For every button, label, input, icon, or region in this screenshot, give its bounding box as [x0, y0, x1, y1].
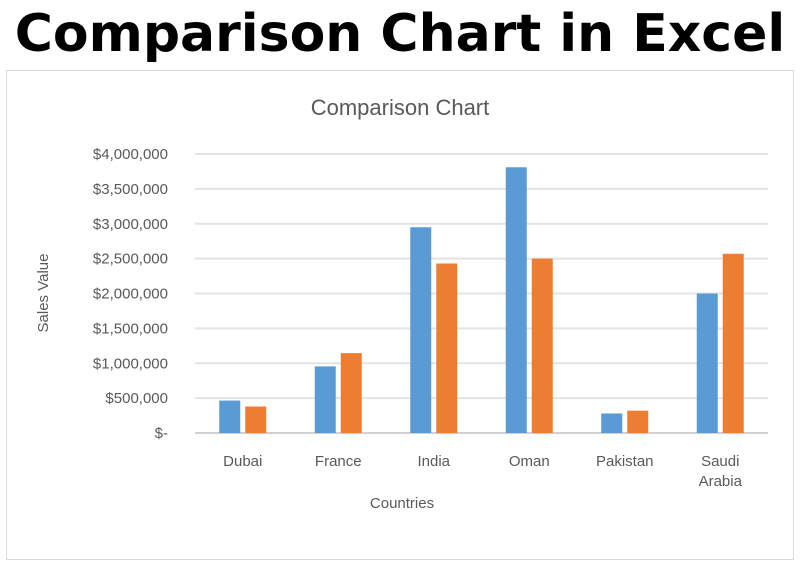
- x-tick-label: Dubai: [223, 453, 262, 470]
- bar-india-series-2: [436, 263, 458, 433]
- y-tick-label: $3,000,000: [93, 216, 168, 233]
- y-tick-label: $-: [155, 425, 168, 442]
- y-tick-label: $500,000: [105, 390, 168, 407]
- y-tick-label: $1,500,000: [93, 320, 168, 337]
- x-tick-label: Saudi Arabia: [699, 453, 743, 490]
- x-tick-label: India: [417, 453, 450, 470]
- page-heading: Comparison Chart in Excel: [14, 4, 786, 64]
- bar-dubai-series-2: [245, 406, 267, 433]
- y-tick-label: $4,000,000: [93, 146, 168, 163]
- x-tick-label: Oman: [509, 453, 550, 470]
- bar-oman-series-2: [531, 258, 553, 433]
- bar-pakistan-series-2: [627, 410, 649, 433]
- y-tick-label: $1,000,000: [93, 355, 168, 372]
- bar-france-series-1: [314, 366, 336, 433]
- bar-oman-series-1: [505, 167, 527, 433]
- bar-india-series-1: [410, 227, 432, 433]
- y-tick-label: $3,500,000: [93, 181, 168, 198]
- chart-title: Comparison Chart: [311, 95, 490, 120]
- y-tick-label: $2,000,000: [93, 286, 168, 303]
- x-tick-label: France: [315, 453, 362, 470]
- x-axis-label: Countries: [370, 495, 434, 512]
- x-tick-label: Pakistan: [596, 453, 654, 470]
- bar-pakistan-series-1: [601, 413, 623, 433]
- y-tick-label: $2,500,000: [93, 251, 168, 268]
- bar-saudi-arabia-series-1: [696, 293, 718, 433]
- bar-saudi-arabia-series-2: [722, 253, 744, 433]
- bar-dubai-series-1: [219, 400, 241, 433]
- chart-frame: [6, 70, 794, 560]
- bar-france-series-2: [340, 353, 362, 433]
- y-axis-label: Sales Value: [35, 254, 52, 333]
